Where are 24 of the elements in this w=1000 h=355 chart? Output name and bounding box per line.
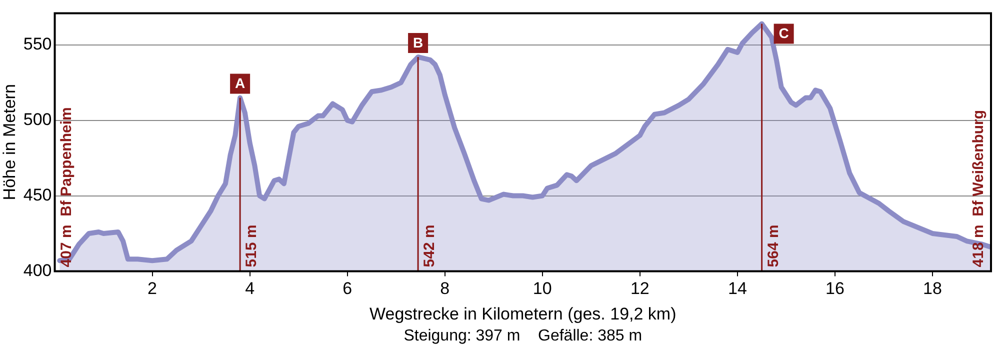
text: Steigung: 397 m Gefälle: 385 m xyxy=(404,327,642,344)
x-tick-label: 18 xyxy=(923,279,942,298)
annotation: B xyxy=(412,34,424,50)
annotation: C xyxy=(778,25,789,42)
x-tick-label: 4 xyxy=(245,279,255,298)
x-tick-label: 8 xyxy=(440,279,450,298)
y-tick-label: 400 xyxy=(23,260,52,280)
x-tick-label: 12 xyxy=(630,279,650,298)
x-axis-title: Wegstrecke in Kilometern (ges. 19,2 km) xyxy=(370,304,676,324)
x-tick-label: 2 xyxy=(148,279,158,298)
ref-line-label: 542 m xyxy=(421,224,438,268)
ref-line-label: 564 m xyxy=(764,224,782,268)
x-tick-label: 10 xyxy=(532,279,552,298)
y-tick-label: 450 xyxy=(23,185,52,204)
x-tick-label: 14 xyxy=(728,279,747,298)
x-tick-label: 6 xyxy=(342,279,352,298)
ref-line-label: 515 m xyxy=(243,224,260,268)
x-tick-label: 16 xyxy=(826,279,844,298)
y-tick-label: 500 xyxy=(23,110,52,130)
annotation: 407 m Bf Pappenheim xyxy=(58,107,75,268)
annotation: A xyxy=(235,75,246,92)
y-axis-title: Höhe in Metern xyxy=(0,84,19,200)
annotation: 418 m Bf Weißenburg xyxy=(970,110,988,268)
y-tick-label: 550 xyxy=(23,34,52,54)
